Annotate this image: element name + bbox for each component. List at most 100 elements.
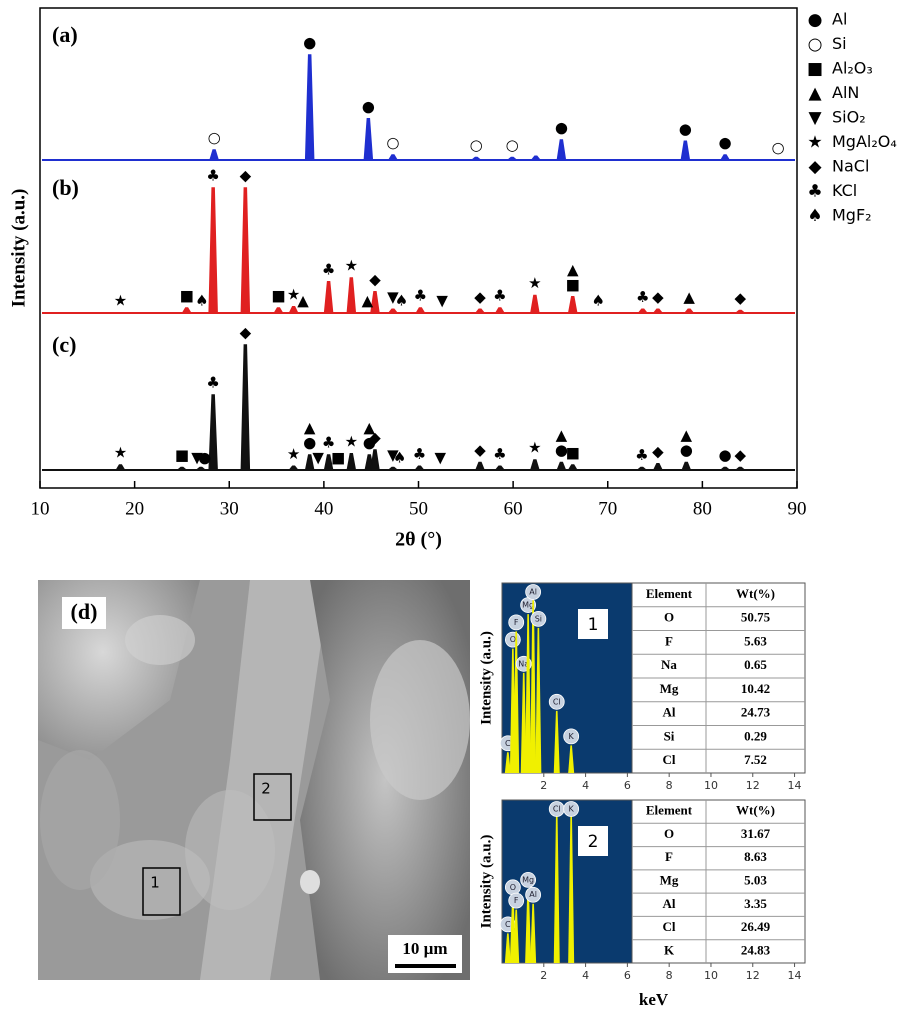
phase-marker: ■ [180, 287, 194, 305]
phase-marker: ♣ [493, 445, 506, 463]
element-label: K [569, 732, 575, 741]
table-cell: F [665, 849, 673, 864]
peak [496, 308, 504, 313]
x-tick-label: 12 [746, 779, 760, 792]
phase-marker: ○ [386, 134, 399, 152]
peak [209, 188, 217, 313]
legend-label: Al [832, 10, 847, 29]
phase-marker: ◆ [652, 442, 664, 460]
y-axis-label: Intensity (a.u.) [478, 835, 494, 929]
phase-marker: ○ [208, 129, 221, 147]
x-tick-label: 10 [704, 779, 718, 792]
phase-marker: ■ [175, 446, 189, 464]
x-tick-label: 12 [746, 969, 760, 982]
peak [685, 309, 693, 313]
legend-label: MgAl₂O₄ [832, 132, 897, 151]
peak [557, 463, 565, 471]
phase-marker: ★ [528, 439, 541, 457]
phase-marker: ● [719, 134, 732, 152]
phase-marker: ▲ [683, 288, 695, 306]
table-cell: Al [663, 896, 676, 911]
peak [557, 140, 565, 160]
panel-label: (a) [52, 22, 78, 47]
peak [638, 468, 646, 471]
table-cell: O [664, 826, 674, 841]
peak [508, 158, 516, 161]
phase-marker: ◆ [240, 324, 252, 342]
table-cell: 26.49 [741, 919, 771, 934]
phase-marker: ● [303, 34, 316, 52]
phase-marker: ♣ [414, 287, 427, 305]
spectrum-label: 2 [588, 832, 599, 852]
peak [416, 308, 424, 313]
x-axis-label: 2θ (°) [395, 529, 442, 551]
phase-marker: ● [679, 120, 692, 138]
x-tick-label: 70 [598, 498, 617, 519]
x-tick-label: 8 [666, 779, 673, 792]
phase-marker: ♣ [206, 374, 219, 392]
table-cell: Mg [660, 681, 679, 696]
legend-label: KCl [832, 181, 857, 200]
peak [347, 278, 355, 313]
phase-marker: ★ [528, 274, 541, 292]
peak [178, 468, 186, 471]
y-axis-label: Intensity (a.u.) [8, 189, 29, 308]
phase-marker: ◆ [240, 167, 252, 185]
legend-label: Al₂O₃ [832, 59, 873, 78]
phase-marker: ◆ [369, 270, 381, 288]
peak [389, 309, 397, 313]
peak [681, 141, 689, 160]
peak [476, 309, 484, 313]
legend-symbol: ♠ [807, 206, 822, 226]
table-cell: 0.65 [744, 657, 767, 672]
table-header: Wt(%) [736, 803, 775, 818]
peak [197, 468, 205, 471]
x-tick-label: 80 [693, 498, 712, 519]
peak [639, 309, 647, 313]
element-label: K [569, 805, 575, 814]
peak [532, 156, 540, 160]
table-cell: Al [663, 705, 676, 720]
x-tick-label: 6 [624, 779, 631, 792]
x-tick-label: 50 [409, 498, 428, 519]
phase-marker: ◆ [734, 289, 746, 307]
x-tick-label: 6 [624, 969, 631, 982]
x-tick-label: 2 [540, 779, 547, 792]
table-cell: 8.63 [744, 849, 767, 864]
peak [531, 296, 539, 314]
table-cell: O [664, 610, 674, 625]
peak [241, 188, 249, 313]
table-cell: 0.29 [744, 728, 767, 743]
peak [364, 119, 372, 160]
phase-marker: ♣ [493, 287, 506, 305]
table-cell: 24.83 [741, 942, 771, 957]
element-label: F [514, 618, 519, 627]
phase-marker: ○ [506, 136, 519, 154]
table-header: Element [646, 803, 693, 818]
table-cell: Mg [660, 872, 679, 887]
element-label: Al [529, 588, 537, 597]
phase-marker: ♣ [206, 167, 219, 185]
x-tick-label: 10 [704, 969, 718, 982]
table-cell: 5.03 [744, 872, 767, 887]
phase-marker: ♠ [393, 449, 406, 467]
element-label: O [510, 883, 516, 892]
legend-label: AlN [832, 83, 859, 102]
table-cell: 3.35 [744, 896, 767, 911]
phase-marker: ◆ [369, 429, 381, 447]
peak [569, 465, 577, 470]
phase-marker: ● [555, 119, 568, 137]
peak [325, 282, 333, 313]
peak [241, 345, 249, 470]
phase-marker: ★ [114, 444, 127, 462]
region-label: 2 [261, 780, 271, 798]
legend-symbol: ♣ [807, 182, 822, 202]
phase-marker: ♣ [635, 446, 648, 464]
x-axis-label: keV [639, 990, 669, 1009]
phase-marker: ◆ [474, 288, 486, 306]
table-cell: 5.63 [744, 633, 767, 648]
phase-marker: ● [719, 446, 732, 464]
panel-label: (d) [71, 599, 98, 624]
phase-marker: ★ [287, 445, 300, 463]
x-tick-label: 30 [220, 498, 239, 519]
